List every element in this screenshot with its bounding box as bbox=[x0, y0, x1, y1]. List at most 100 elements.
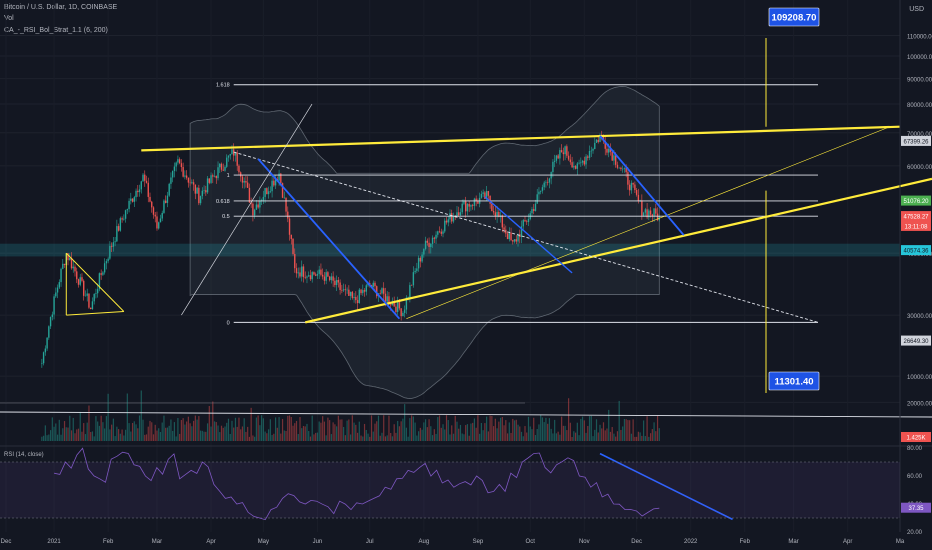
symbol-title: Bitcoin / U.S. Dollar, 1D, COINBASE bbox=[4, 4, 118, 11]
price-tick-label: 100000.00 bbox=[907, 55, 932, 61]
candle-body bbox=[545, 182, 547, 183]
candle-body bbox=[541, 187, 544, 191]
volume-bar bbox=[585, 432, 587, 441]
candle-body bbox=[531, 209, 533, 214]
candle-body bbox=[409, 285, 411, 298]
volume-bar bbox=[280, 433, 282, 441]
volume-bar bbox=[623, 418, 626, 441]
volume-bar bbox=[536, 428, 538, 441]
volume-bar bbox=[327, 417, 329, 441]
price-tick-label: 110000.00 bbox=[907, 35, 932, 41]
candle-body bbox=[110, 245, 113, 247]
candle-body bbox=[621, 168, 624, 170]
volume-bar bbox=[147, 426, 149, 441]
volume-bar bbox=[247, 426, 249, 441]
candle-body bbox=[58, 282, 61, 288]
candle-body bbox=[536, 194, 538, 204]
candle-body bbox=[255, 204, 258, 210]
volume-bar bbox=[505, 420, 507, 441]
candle-body bbox=[308, 275, 310, 277]
candle-body bbox=[421, 254, 423, 262]
volume-bar bbox=[119, 433, 121, 441]
candle-body bbox=[220, 163, 223, 170]
fib-retracement[interactable]: 1.618 1 0.618 0.5 0 bbox=[216, 83, 818, 327]
candle-body bbox=[517, 234, 519, 242]
candle-body bbox=[171, 171, 174, 178]
time-tick-label: 2021 bbox=[47, 539, 61, 545]
volume-bar bbox=[233, 427, 235, 441]
candle-body bbox=[464, 201, 467, 212]
candle-body bbox=[496, 211, 498, 217]
candle-body bbox=[128, 200, 130, 210]
candle-body bbox=[362, 290, 364, 294]
volume-bar bbox=[613, 433, 615, 441]
price-axis-badge bbox=[901, 211, 931, 222]
candle-body bbox=[198, 187, 200, 204]
candle-body bbox=[451, 213, 453, 222]
volume-bar bbox=[77, 428, 80, 441]
volume-bar bbox=[554, 419, 556, 441]
candle-body bbox=[294, 254, 296, 269]
candle-body bbox=[236, 152, 238, 166]
time-tick-label: Nov bbox=[579, 539, 590, 545]
candle-body bbox=[138, 189, 141, 193]
candle-body bbox=[376, 286, 378, 297]
volume-bar bbox=[608, 409, 610, 441]
candle-body bbox=[130, 198, 132, 201]
candle-body bbox=[208, 178, 211, 183]
volume-bar bbox=[388, 415, 390, 441]
volume-bar bbox=[259, 425, 261, 441]
price-tick-label: 40000.00 bbox=[907, 252, 932, 258]
candle-body bbox=[135, 190, 137, 198]
time-axis[interactable]: Dec 2021 Feb Mar Apr May Jun Jul Aug Sep Oct Nov Dec… bbox=[1, 539, 905, 545]
blue-downtrend-1 bbox=[257, 158, 401, 320]
candle-body bbox=[224, 166, 226, 171]
candle-body bbox=[170, 177, 172, 184]
volume-bar bbox=[297, 434, 299, 441]
price-axis-badge bbox=[901, 195, 931, 206]
candle-body bbox=[91, 301, 94, 310]
volume-bar bbox=[452, 433, 455, 441]
candle-body bbox=[627, 172, 629, 185]
candle-body bbox=[269, 191, 272, 192]
price-axis[interactable]: 110000.00 100000.00 90000.00 80000.00 70000.… bbox=[899, 0, 932, 532]
candle-body bbox=[262, 196, 265, 201]
volume-bar bbox=[287, 415, 289, 441]
volume-bar bbox=[69, 415, 71, 441]
volume-bar bbox=[81, 431, 83, 441]
volume-bar bbox=[187, 416, 189, 441]
volume-bar bbox=[463, 434, 465, 441]
volume-bar bbox=[522, 436, 524, 441]
trend-drawings[interactable]: 109208.70 11301.40 bbox=[0, 7, 932, 521]
price-tick-label: 80000.00 bbox=[907, 103, 932, 109]
candle-body bbox=[611, 151, 613, 161]
volume-bar bbox=[454, 415, 456, 441]
candle-body bbox=[348, 289, 350, 296]
candle-body bbox=[519, 234, 521, 237]
candle-body bbox=[538, 191, 540, 195]
volume-bar bbox=[533, 417, 535, 441]
price-axis-badge bbox=[901, 135, 931, 146]
volume-bar bbox=[646, 416, 648, 441]
candle-body bbox=[100, 273, 102, 275]
candle-body bbox=[489, 195, 491, 204]
price-tick-label: 20000.00 bbox=[907, 401, 932, 407]
time-tick-label: Ma bbox=[896, 539, 905, 545]
candle-body bbox=[323, 276, 326, 281]
volume-bar bbox=[238, 417, 240, 441]
volume-bar bbox=[547, 423, 549, 441]
triangle-edge-2 bbox=[66, 311, 124, 316]
volume-bar bbox=[447, 420, 449, 441]
candle-body bbox=[630, 182, 633, 191]
candle-body bbox=[318, 269, 320, 274]
candle-body bbox=[88, 293, 90, 308]
candle-body bbox=[356, 300, 359, 304]
volume-bar bbox=[360, 435, 362, 441]
candle-body bbox=[126, 209, 129, 211]
candle-body bbox=[42, 352, 45, 364]
candle-body bbox=[271, 180, 273, 192]
volume-bar bbox=[405, 427, 407, 441]
candle-body bbox=[320, 269, 322, 275]
